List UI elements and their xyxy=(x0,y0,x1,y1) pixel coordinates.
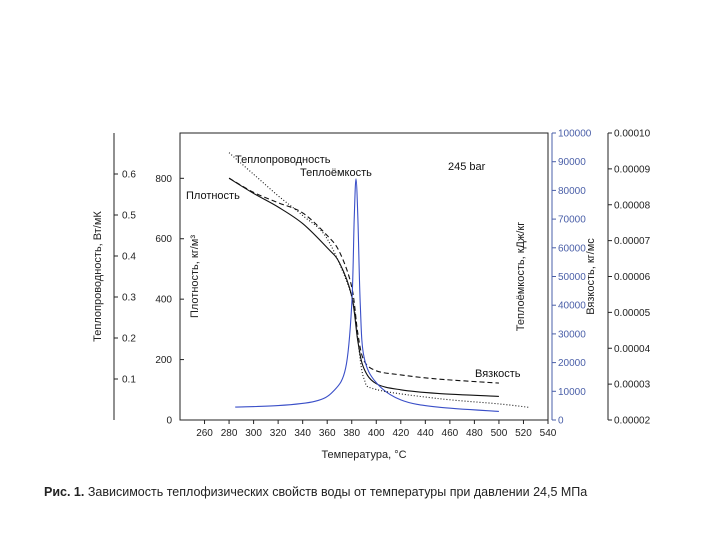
heat-capacity-axis-tick-label: 100000 xyxy=(558,129,592,140)
heat-capacity-axis-tick-label: 60000 xyxy=(558,243,586,254)
viscosity-axis-tick-label: 0.00009 xyxy=(614,164,651,175)
x-tick-label: 520 xyxy=(515,428,532,439)
viscosity-axis-tick-label: 0.00004 xyxy=(614,344,651,355)
annotations: 245 bar Теплопроводность Теплоёмкость Пл… xyxy=(186,154,521,380)
x-tick-label: 260 xyxy=(196,428,213,439)
label-density: Плотность xyxy=(186,190,240,202)
heat-capacity-axis-title: Теплоёмкость, кДж/кг xyxy=(515,222,527,331)
axis-density: 0 200 400 600 800 Плотность, кг/м³ xyxy=(155,133,201,427)
x-tick-label: 300 xyxy=(245,428,262,439)
x-tick-label: 340 xyxy=(294,428,311,439)
viscosity-axis-tick-label: 0.00007 xyxy=(614,236,651,247)
conductivity-axis-tick-label: 0.1 xyxy=(122,375,136,386)
x-tick-label: 480 xyxy=(466,428,483,439)
heat-capacity-axis-tick-label: 0 xyxy=(558,416,564,427)
x-axis-title: Температура, °C xyxy=(321,449,406,461)
figure-caption: Рис. 1. Зависимость теплофизических свой… xyxy=(44,485,684,499)
heat-capacity-axis-tick-label: 40000 xyxy=(558,301,586,312)
viscosity-axis-tick-label: 0.00010 xyxy=(614,129,651,140)
conductivity-axis-title: Теплопроводность, Вт/мК xyxy=(92,211,104,342)
x-tick-label: 540 xyxy=(540,428,557,439)
label-heat-capacity: Теплоёмкость xyxy=(300,167,372,179)
viscosity-axis-tick-label: 0.00003 xyxy=(614,380,651,391)
density-axis-tick-label: 400 xyxy=(155,295,172,306)
x-tick-label: 420 xyxy=(392,428,409,439)
x-tick-label: 360 xyxy=(319,428,336,439)
conductivity-axis-tick-label: 0.5 xyxy=(122,211,136,222)
heat-capacity-axis-tick-label: 50000 xyxy=(558,272,586,283)
conductivity-axis-tick-label: 0.6 xyxy=(122,170,136,181)
x-tick-label: 400 xyxy=(368,428,385,439)
viscosity-axis-tick-label: 0.00006 xyxy=(614,272,651,283)
x-tick-label: 320 xyxy=(270,428,287,439)
chart: 260 280 300 320 340 360 380 400 420 440 460 480 500 5… xyxy=(92,129,651,462)
axis-viscosity: 0.00002 0.00003 0.00004 0.00005 0.00006 0.000… xyxy=(585,129,651,427)
heat-capacity-axis-tick-label: 70000 xyxy=(558,215,586,226)
heat-capacity-axis-tick-label: 30000 xyxy=(558,329,586,340)
series-conductivity-line xyxy=(228,177,499,384)
x-tick-label: 280 xyxy=(221,428,238,439)
heat-capacity-axis-tick-label: 80000 xyxy=(558,186,586,197)
label-viscosity: Вязкость xyxy=(475,368,521,380)
density-axis-title: Плотность, кг/м³ xyxy=(189,235,201,318)
density-axis-tick-label: 0 xyxy=(166,416,172,427)
axis-conductivity: 0.1 0.2 0.3 0.4 0.5 0.6 Теплопроводность, Вт/м… xyxy=(92,133,136,420)
density-axis-tick-label: 200 xyxy=(155,355,172,366)
curves xyxy=(228,152,530,412)
viscosity-axis-title: Вязкость, кг/мс xyxy=(585,238,597,315)
viscosity-axis-tick-label: 0.00005 xyxy=(614,308,651,319)
series-density-line xyxy=(228,177,499,397)
label-conductivity: Теплопроводность xyxy=(235,154,331,166)
heat-capacity-axis-tick-label: 20000 xyxy=(558,358,586,369)
x-tick-label: 500 xyxy=(491,428,508,439)
heat-capacity-axis-tick-label: 90000 xyxy=(558,157,586,168)
caption-prefix: Рис. 1. xyxy=(44,485,85,499)
conductivity-axis-tick-label: 0.4 xyxy=(122,252,136,263)
density-axis-tick-label: 600 xyxy=(155,234,172,245)
x-tick-label: 460 xyxy=(442,428,459,439)
conductivity-axis-tick-label: 0.2 xyxy=(122,334,136,345)
viscosity-axis-tick-label: 0.00008 xyxy=(614,200,651,211)
x-tick-label: 380 xyxy=(343,428,360,439)
viscosity-axis-tick-label: 0.00002 xyxy=(614,416,651,427)
heat-capacity-axis-tick-label: 10000 xyxy=(558,387,586,398)
x-tick-label: 440 xyxy=(417,428,434,439)
x-axis: 260 280 300 320 340 360 380 400 420 440 460 480 500 5… xyxy=(196,420,557,461)
caption-text: Зависимость теплофизических свойств воды… xyxy=(87,485,588,499)
series-heat_capacity-line xyxy=(235,178,499,412)
axis-heat-capacity: 0 10000 20000 30000 40000 50000 60000 70000 8000… xyxy=(515,129,592,427)
conductivity-axis-tick-label: 0.3 xyxy=(122,293,136,304)
pressure-annotation: 245 bar xyxy=(448,161,486,173)
density-axis-tick-label: 800 xyxy=(155,174,172,185)
